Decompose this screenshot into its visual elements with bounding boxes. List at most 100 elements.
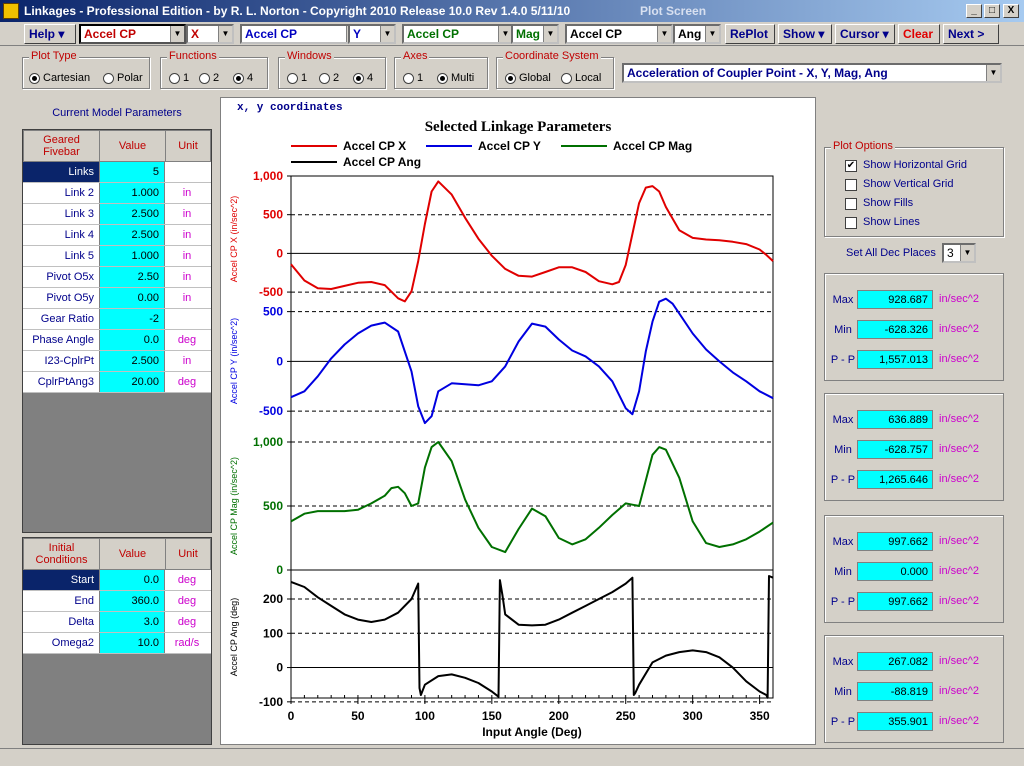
stat-pp: P - P 355.901 in/sec^2: [825, 712, 1005, 732]
minimize-button[interactable]: _: [966, 4, 982, 18]
x-tick-label: 50: [351, 709, 365, 723]
params-row[interactable]: Link 4 2.500 in: [23, 225, 211, 246]
params-row[interactable]: Pivot O5y 0.00 in: [23, 288, 211, 309]
stat-value[interactable]: 928.687: [857, 290, 933, 309]
y-tick-label: 0: [276, 563, 283, 577]
init-value-field[interactable]: 10.0: [99, 633, 165, 653]
params-value-field[interactable]: 2.500: [99, 204, 165, 224]
radio-functions-4[interactable]: 4: [233, 72, 253, 84]
parameter-select[interactable]: Acceleration of Coupler Point - X, Y, Ma…: [622, 63, 1002, 83]
stat-value[interactable]: 636.889: [857, 410, 933, 429]
clear-button[interactable]: Clear: [898, 24, 940, 44]
params-row[interactable]: Link 2 1.000 in: [23, 183, 211, 204]
radio-functions-1[interactable]: 1: [169, 72, 189, 84]
params-value-field[interactable]: 0.0: [99, 330, 165, 350]
y-tick-label: 0: [276, 661, 283, 675]
params-value-field[interactable]: -2: [99, 309, 165, 329]
initial-conditions-table: Initial Conditions Value Unit Start 0.0 de…: [22, 537, 212, 745]
init-value-field[interactable]: 0.0: [99, 570, 165, 590]
radio-local[interactable]: Local: [561, 72, 601, 84]
stat-unit: in/sec^2: [939, 595, 980, 607]
params-value-field[interactable]: 1.000: [99, 183, 165, 203]
close-button[interactable]: X: [1003, 4, 1019, 18]
stat-value[interactable]: -88.819: [857, 682, 933, 701]
x-tick-label: 150: [482, 709, 502, 723]
series2-component-select[interactable]: Y ▼: [348, 24, 396, 44]
stat-value[interactable]: 0.000: [857, 562, 933, 581]
radio-windows-1[interactable]: 1: [287, 72, 307, 84]
series3-component-select[interactable]: Mag ▼: [511, 24, 559, 44]
params-value-field[interactable]: 2.500: [99, 225, 165, 245]
stat-value[interactable]: 267.082: [857, 652, 933, 671]
maximize-button[interactable]: □: [984, 4, 1000, 18]
params-value-field[interactable]: 5: [99, 162, 165, 182]
init-row[interactable]: End 360.0 deg: [23, 591, 211, 612]
params-unit: in: [182, 355, 192, 367]
checkbox-1[interactable]: [845, 179, 857, 191]
next-button[interactable]: Next >: [943, 24, 999, 44]
params-value-field[interactable]: 2.500: [99, 351, 165, 371]
radio-polar[interactable]: Polar: [103, 72, 143, 84]
checkbox-0[interactable]: ✔: [845, 160, 857, 172]
checkbox-label: Show Vertical Grid: [863, 178, 954, 190]
params-value-field[interactable]: 2.50: [99, 267, 165, 287]
params-row[interactable]: Phase Angle 0.0 deg: [23, 330, 211, 351]
init-name: Omega2: [51, 637, 94, 649]
series4-component-select[interactable]: Ang ▼: [673, 24, 721, 44]
stat-unit: in/sec^2: [939, 443, 980, 455]
checkbox-2[interactable]: [845, 198, 857, 210]
params-value-field[interactable]: 1.000: [99, 246, 165, 266]
chart-svg: x, y coordinates Selected Linkage Paramet…: [229, 102, 774, 739]
series3-quantity-select[interactable]: Accel CP ▼: [402, 24, 514, 44]
radio-cartesian[interactable]: Cartesian: [29, 72, 90, 84]
series1-quantity-select[interactable]: Accel CP ▼: [79, 24, 186, 44]
radio-windows-2[interactable]: 2: [319, 72, 339, 84]
cursor-menu[interactable]: Cursor ▾: [835, 24, 895, 44]
params-row[interactable]: Links 5: [23, 162, 211, 183]
init-value-field[interactable]: 360.0: [99, 591, 165, 611]
params-row[interactable]: CplrPtAng3 20.00 deg: [23, 372, 211, 393]
params-row[interactable]: Link 3 2.500 in: [23, 204, 211, 225]
replot-button[interactable]: RePlot: [725, 24, 775, 44]
checkbox-3[interactable]: [845, 217, 857, 229]
plot-type-label: Plot Type: [29, 50, 79, 62]
y-axis-label: Accel CP Y (in/sec^2): [229, 318, 239, 404]
dec-places-select[interactable]: 3 ▼: [942, 243, 976, 263]
params-row[interactable]: Gear Ratio -2: [23, 309, 211, 330]
legend-label: Accel CP Y: [478, 139, 541, 153]
radio-functions-2[interactable]: 2: [199, 72, 219, 84]
params-row[interactable]: Pivot O5x 2.50 in: [23, 267, 211, 288]
model-params-title: Current Model Parameters: [52, 107, 182, 119]
stat-value[interactable]: 997.662: [857, 532, 933, 551]
help-menu[interactable]: Help ▾: [24, 24, 76, 44]
series1-component-select[interactable]: X ▼: [186, 24, 234, 44]
show-menu[interactable]: Show ▾: [778, 24, 832, 44]
stat-max: Max 267.082 in/sec^2: [825, 652, 1005, 672]
radio-axes-1[interactable]: 1: [403, 72, 423, 84]
right-panel: Plot Options ✔ Show Horizontal Grid Show V…: [820, 97, 1020, 745]
radio-windows-4[interactable]: 4: [353, 72, 373, 84]
params-unit: in: [182, 208, 192, 220]
params-unit: [165, 162, 209, 182]
stat-value[interactable]: 1,265.646: [857, 470, 933, 489]
params-row[interactable]: I23-CplrPt 2.500 in: [23, 351, 211, 372]
stat-value[interactable]: 355.901: [857, 712, 933, 731]
stat-value[interactable]: 1,557.013: [857, 350, 933, 369]
stat-value[interactable]: 997.662: [857, 592, 933, 611]
init-value-field[interactable]: 3.0: [99, 612, 165, 632]
params-value-field[interactable]: 0.00: [99, 288, 165, 308]
stat-value[interactable]: -628.326: [857, 320, 933, 339]
series4-quantity-select[interactable]: Accel CP ▼: [565, 24, 673, 44]
radio-global[interactable]: Global: [505, 72, 551, 84]
series2-quantity-select[interactable]: Accel CP▼: [240, 24, 362, 44]
params-row[interactable]: Link 5 1.000 in: [23, 246, 211, 267]
stat-min: Min -628.757 in/sec^2: [825, 440, 1005, 460]
radio-axes-multi[interactable]: Multi: [437, 72, 474, 84]
params-value-field[interactable]: 20.00: [99, 372, 165, 392]
params-name: Gear Ratio: [40, 313, 94, 325]
x-tick-label: 250: [616, 709, 636, 723]
init-row[interactable]: Start 0.0 deg: [23, 570, 211, 591]
stat-value[interactable]: -628.757: [857, 440, 933, 459]
init-row[interactable]: Omega2 10.0 rad/s: [23, 633, 211, 654]
init-row[interactable]: Delta 3.0 deg: [23, 612, 211, 633]
